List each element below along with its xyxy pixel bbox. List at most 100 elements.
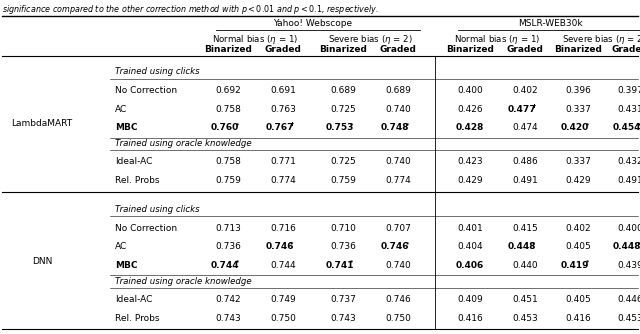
Text: No Correction: No Correction: [115, 86, 177, 95]
Text: 0.400: 0.400: [457, 86, 483, 95]
Text: 0.736: 0.736: [215, 242, 241, 251]
Text: 0.746: 0.746: [385, 295, 411, 304]
Text: 0.758: 0.758: [215, 158, 241, 167]
Text: 0.400: 0.400: [617, 223, 640, 232]
Text: 0.405: 0.405: [565, 295, 591, 304]
Text: 0.758: 0.758: [215, 105, 241, 114]
Text: Rel. Probs: Rel. Probs: [115, 314, 159, 323]
Text: 0.774: 0.774: [270, 176, 296, 185]
Text: 0.743: 0.743: [330, 314, 356, 323]
Text: 0.420: 0.420: [561, 123, 589, 132]
Text: 0.416: 0.416: [565, 314, 591, 323]
Text: 0.707: 0.707: [385, 223, 411, 232]
Text: Binarized: Binarized: [204, 44, 252, 53]
Text: 0.689: 0.689: [330, 86, 356, 95]
Text: MSLR-WEB30k: MSLR-WEB30k: [518, 19, 582, 28]
Text: 0.401: 0.401: [457, 223, 483, 232]
Text: 0.740: 0.740: [385, 261, 411, 270]
Text: 0.453: 0.453: [617, 314, 640, 323]
Text: 0.431: 0.431: [617, 105, 640, 114]
Text: 0.402: 0.402: [565, 223, 591, 232]
Text: 0.491: 0.491: [617, 176, 640, 185]
Text: 0.337: 0.337: [565, 105, 591, 114]
Text: 0.753: 0.753: [326, 123, 354, 132]
Text: 0.429: 0.429: [565, 176, 591, 185]
Text: Trained using oracle knowledge: Trained using oracle knowledge: [115, 277, 252, 286]
Text: 0.337: 0.337: [565, 158, 591, 167]
Text: 0.416: 0.416: [457, 314, 483, 323]
Text: 0.759: 0.759: [330, 176, 356, 185]
Text: Binarized: Binarized: [319, 44, 367, 53]
Text: 0.710: 0.710: [330, 223, 356, 232]
Text: *: *: [532, 241, 536, 246]
Text: Binarized: Binarized: [446, 44, 494, 53]
Text: *: *: [405, 122, 408, 127]
Text: 0.432: 0.432: [617, 158, 640, 167]
Text: 0.397: 0.397: [617, 86, 640, 95]
Text: 0.744: 0.744: [270, 261, 296, 270]
Text: Yahoo! Webscope: Yahoo! Webscope: [273, 19, 353, 28]
Text: 0.737: 0.737: [330, 295, 356, 304]
Text: AC: AC: [115, 105, 127, 114]
Text: DNN: DNN: [32, 257, 52, 266]
Text: 0.451: 0.451: [512, 295, 538, 304]
Text: 0.409: 0.409: [457, 295, 483, 304]
Text: 0.448: 0.448: [508, 242, 536, 251]
Text: 0.453: 0.453: [512, 314, 538, 323]
Text: Normal bias ($\eta$ = 1): Normal bias ($\eta$ = 1): [212, 32, 298, 45]
Text: 0.742: 0.742: [215, 295, 241, 304]
Text: AC: AC: [115, 242, 127, 251]
Text: 0.740: 0.740: [385, 158, 411, 167]
Text: significance compared to the other correction method with $p < 0.01$ and $p < 0.: significance compared to the other corre…: [2, 2, 379, 15]
Text: No Correction: No Correction: [115, 223, 177, 232]
Text: Graded: Graded: [612, 44, 640, 53]
Text: 0.415: 0.415: [512, 223, 538, 232]
Text: Normal bias ($\eta$ = 1): Normal bias ($\eta$ = 1): [454, 32, 541, 45]
Text: 0.405: 0.405: [565, 242, 591, 251]
Text: 0.486: 0.486: [512, 158, 538, 167]
Text: Graded: Graded: [507, 44, 543, 53]
Text: *: *: [637, 122, 640, 127]
Text: 0.763: 0.763: [270, 105, 296, 114]
Text: 0.404: 0.404: [457, 242, 483, 251]
Text: 0.750: 0.750: [385, 314, 411, 323]
Text: 0.716: 0.716: [270, 223, 296, 232]
Text: *: *: [236, 122, 239, 127]
Text: 0.477: 0.477: [508, 105, 536, 114]
Text: MBC: MBC: [115, 261, 138, 270]
Text: †: †: [532, 104, 536, 109]
Text: 0.691: 0.691: [270, 86, 296, 95]
Text: *: *: [405, 241, 408, 246]
Text: 0.746: 0.746: [266, 242, 294, 251]
Text: 0.439: 0.439: [617, 261, 640, 270]
Text: 0.692: 0.692: [215, 86, 241, 95]
Text: LambdaMART: LambdaMART: [12, 119, 72, 128]
Text: 0.454: 0.454: [612, 123, 640, 132]
Text: 0.725: 0.725: [330, 105, 356, 114]
Text: 0.491: 0.491: [512, 176, 538, 185]
Text: 0.744: 0.744: [211, 261, 239, 270]
Text: *: *: [350, 122, 354, 127]
Text: 0.448: 0.448: [612, 242, 640, 251]
Text: Rel. Probs: Rel. Probs: [115, 176, 159, 185]
Text: *: *: [586, 260, 589, 265]
Text: †: †: [291, 122, 294, 127]
Text: *: *: [291, 241, 294, 246]
Text: 0.406: 0.406: [456, 261, 484, 270]
Text: 0.759: 0.759: [215, 176, 241, 185]
Text: 0.760: 0.760: [211, 123, 239, 132]
Text: 0.396: 0.396: [565, 86, 591, 95]
Text: Trained using oracle knowledge: Trained using oracle knowledge: [115, 139, 252, 148]
Text: 0.446: 0.446: [617, 295, 640, 304]
Text: 0.771: 0.771: [270, 158, 296, 167]
Text: 0.474: 0.474: [512, 123, 538, 132]
Text: 0.419: 0.419: [561, 261, 589, 270]
Text: 0.741: 0.741: [326, 261, 355, 270]
Text: Graded: Graded: [380, 44, 417, 53]
Text: 0.767: 0.767: [266, 123, 294, 132]
Text: 0.426: 0.426: [457, 105, 483, 114]
Text: 0.725: 0.725: [330, 158, 356, 167]
Text: 0.774: 0.774: [385, 176, 411, 185]
Text: 0.746: 0.746: [381, 242, 409, 251]
Text: Severe bias ($\eta$ = 2): Severe bias ($\eta$ = 2): [328, 32, 413, 45]
